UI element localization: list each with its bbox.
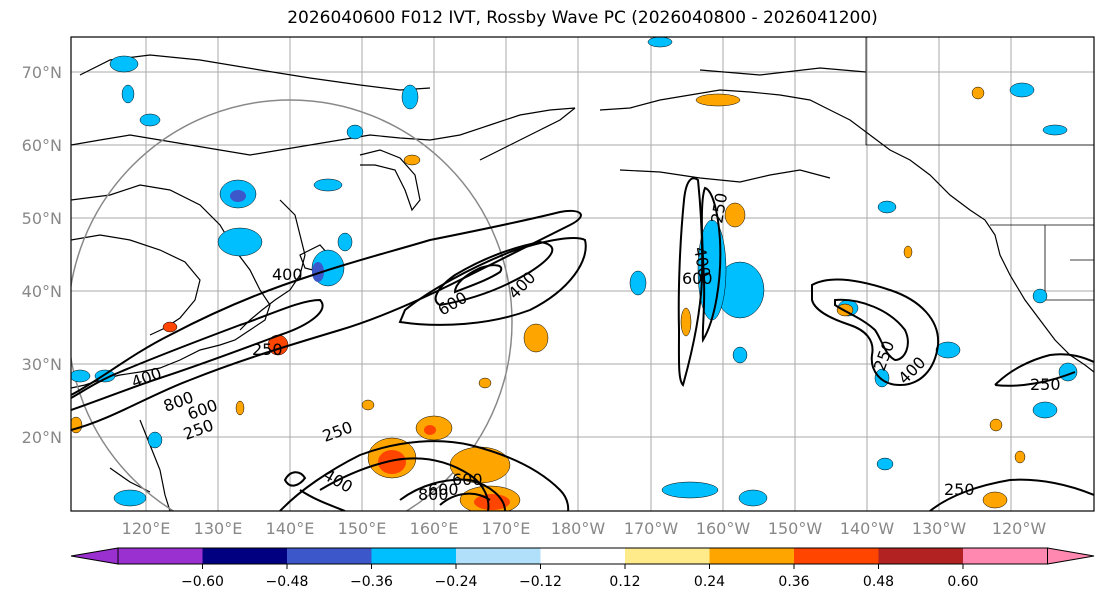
colorbar-tick-label: −0.48 <box>266 574 309 590</box>
contour-label: 600 <box>682 269 713 288</box>
contour-label: 250 <box>252 340 283 359</box>
lon-label: 180°W <box>551 519 606 538</box>
lon-label: 150°W <box>768 519 823 538</box>
lon-label: 120°W <box>992 519 1047 538</box>
lon-label: 160°W <box>696 519 751 538</box>
colorbar-segment <box>202 548 287 564</box>
lon-label: 160°E <box>410 519 459 538</box>
colorbar-tick-label: −0.12 <box>519 574 562 590</box>
colorbar-segment <box>371 548 456 564</box>
coastlines <box>71 54 1094 511</box>
lon-label: 130°E <box>194 519 243 538</box>
colorbar-segment <box>963 548 1048 564</box>
lon-label: 130°W <box>912 519 967 538</box>
lat-label: 40°N <box>22 282 62 301</box>
colorbar-segment <box>709 548 794 564</box>
region-circle <box>71 99 513 511</box>
colorbar: −0.60 −0.48 −0.36 −0.24 −0.12 0.12 0.24 … <box>70 547 1095 590</box>
colorbar-tick-label: 0.48 <box>863 574 894 590</box>
colorbar-segment <box>878 548 963 564</box>
colorbar-segment <box>794 548 879 564</box>
colorbar-tick-label: −0.60 <box>181 574 224 590</box>
lon-label: 140°E <box>266 519 315 538</box>
lat-label: 30°N <box>22 355 62 374</box>
contour-label: 250 <box>1030 375 1061 394</box>
colorbar-segment <box>118 548 203 564</box>
colorbar-outline <box>117 547 1048 565</box>
page-title: 2026040600 F012 IVT, Rossby Wave PC (202… <box>287 8 878 28</box>
contour-label: 800 <box>418 485 449 504</box>
contour-label: 400 <box>272 265 303 284</box>
colorbar-tick-label: −0.36 <box>350 574 393 590</box>
colorbar-extend-low <box>70 547 119 565</box>
colorbar-tick-label: 0.24 <box>694 574 725 590</box>
colorbar-extend-high <box>1047 547 1095 565</box>
colorbar-tick-label: 0.60 <box>947 574 978 590</box>
lat-axis: 70°N 60°N 50°N 40°N 30°N 20°N <box>22 63 62 447</box>
colorbar-tick-label: 0.36 <box>778 574 809 590</box>
map-background <box>71 37 1094 511</box>
ivt-contours <box>71 177 1094 511</box>
lon-label: 170°E <box>482 519 531 538</box>
lon-label: 170°W <box>624 519 679 538</box>
borders <box>865 37 1094 301</box>
negative-anomalies <box>71 37 1078 507</box>
colorbar-tick-label: −0.24 <box>435 574 478 590</box>
contour-label: 600 <box>428 480 459 499</box>
map-frame <box>70 36 1095 512</box>
lon-label: 140°W <box>840 519 895 538</box>
lat-label: 50°N <box>22 209 62 228</box>
lon-label: 120°E <box>122 519 171 538</box>
colorbar-segment <box>625 548 710 564</box>
lon-label: 150°E <box>338 519 387 538</box>
map-content: 400 600 400 800 600 250 250 600 400 400 … <box>71 37 1094 511</box>
lat-label: 20°N <box>22 428 62 447</box>
lat-label: 70°N <box>22 63 62 82</box>
lat-label: 60°N <box>22 136 62 155</box>
lon-axis: 120°E 130°E 140°E 150°E 160°E 170°E 180°… <box>122 519 1047 538</box>
colorbar-segment <box>456 548 541 564</box>
colorbar-tick-label: 0.12 <box>609 574 640 590</box>
colorbar-segment <box>287 548 372 564</box>
contour-labels: 400 600 400 800 600 250 250 600 400 400 … <box>129 191 1061 504</box>
positive-anomalies <box>71 86 1026 511</box>
colorbar-segment <box>540 548 625 564</box>
contour-label: 600 <box>452 470 483 489</box>
colorbar-ticks <box>202 564 964 569</box>
contour-label: 250 <box>944 480 975 499</box>
